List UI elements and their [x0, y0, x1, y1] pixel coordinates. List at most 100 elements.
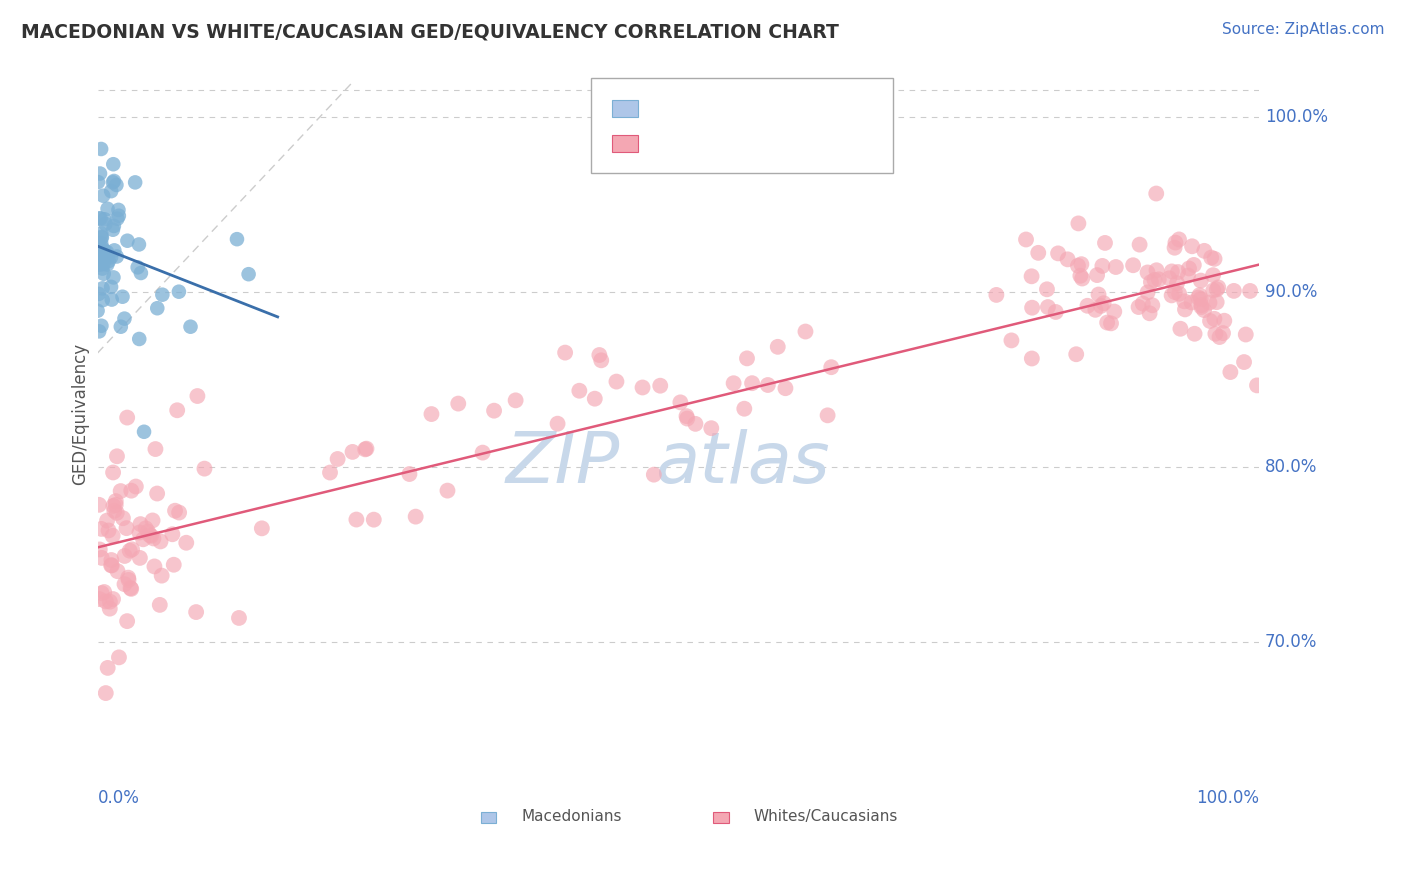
Point — [96, 249, 118, 263]
Point — [1204, 326, 1226, 341]
Point — [1036, 300, 1059, 314]
Point — [363, 513, 385, 527]
Point — [1036, 282, 1059, 296]
Point — [100, 293, 122, 307]
Point — [1092, 296, 1115, 310]
Point — [135, 521, 157, 535]
Point — [1168, 232, 1191, 246]
Text: 100.0%: 100.0% — [1265, 108, 1329, 126]
Point — [96, 202, 118, 216]
Point — [1212, 326, 1234, 340]
Point — [89, 254, 111, 268]
Y-axis label: GED/Equivalency: GED/Equivalency — [72, 343, 89, 485]
Point — [108, 209, 131, 223]
Point — [114, 549, 136, 563]
Point — [1188, 288, 1211, 302]
Point — [96, 245, 118, 260]
Point — [1208, 330, 1230, 344]
Point — [105, 450, 128, 464]
Point — [90, 522, 112, 536]
Point — [1199, 251, 1222, 265]
Point — [1090, 299, 1112, 313]
Point — [1180, 295, 1202, 310]
Point — [1192, 303, 1215, 318]
Point — [90, 230, 112, 244]
Point — [605, 375, 627, 389]
Point — [129, 266, 152, 280]
Point — [117, 571, 139, 585]
Point — [676, 411, 699, 425]
Point — [1163, 241, 1185, 255]
Point — [174, 535, 197, 549]
Point — [554, 345, 576, 359]
Point — [794, 325, 817, 339]
Point — [1202, 268, 1225, 282]
Point — [1239, 284, 1261, 298]
Point — [354, 442, 377, 457]
Text: R =: R = — [664, 99, 703, 117]
Point — [90, 236, 112, 251]
Point — [184, 605, 207, 619]
Point — [650, 378, 672, 392]
Point — [104, 498, 127, 512]
Point — [146, 301, 169, 316]
Text: 0.311: 0.311 — [716, 97, 782, 118]
Point — [1160, 288, 1182, 302]
Point — [96, 258, 118, 272]
Point — [583, 392, 606, 406]
Text: MACEDONIAN VS WHITE/CAUCASIAN GED/EQUIVALENCY CORRELATION CHART: MACEDONIAN VS WHITE/CAUCASIAN GED/EQUIVA… — [21, 22, 839, 41]
Point — [1159, 271, 1181, 285]
Point — [1085, 268, 1108, 282]
Point — [105, 211, 128, 226]
Point — [89, 258, 111, 272]
Point — [94, 686, 117, 700]
Point — [1223, 284, 1246, 298]
Point — [398, 467, 420, 481]
Point — [1204, 311, 1226, 326]
Point — [103, 499, 125, 513]
Point — [1198, 295, 1220, 310]
Point — [1184, 326, 1206, 341]
Point — [110, 319, 132, 334]
Point — [128, 332, 150, 346]
Point — [1213, 314, 1236, 328]
Point — [319, 466, 342, 480]
Point — [118, 543, 141, 558]
Text: N =: N = — [772, 134, 811, 152]
Point — [103, 504, 125, 518]
Point — [591, 353, 613, 368]
Point — [1189, 274, 1212, 288]
Point — [1122, 258, 1144, 272]
Point — [1142, 298, 1164, 312]
Point — [115, 521, 138, 535]
Point — [1026, 245, 1049, 260]
Point — [101, 558, 124, 573]
Point — [111, 511, 134, 525]
Text: 0.0%: 0.0% — [97, 789, 139, 807]
Point — [100, 280, 122, 294]
Point — [93, 585, 115, 599]
Text: atlas: atlas — [655, 429, 830, 498]
Text: 80.0%: 80.0% — [1265, 458, 1317, 475]
Point — [90, 227, 112, 241]
Point — [820, 360, 842, 375]
Point — [103, 270, 125, 285]
Point — [136, 524, 159, 539]
Point — [986, 288, 1008, 302]
Point — [1234, 327, 1257, 342]
Point — [129, 517, 152, 532]
Point — [1233, 355, 1256, 369]
Point — [179, 319, 201, 334]
Point — [1219, 365, 1241, 379]
Point — [86, 254, 108, 268]
Point — [103, 174, 125, 188]
Point — [91, 245, 114, 260]
Point — [436, 483, 458, 498]
Point — [101, 466, 124, 480]
Point — [588, 348, 610, 362]
Point — [1205, 295, 1227, 310]
Text: 0.822: 0.822 — [716, 133, 782, 153]
Point — [87, 175, 110, 189]
Point — [735, 351, 758, 366]
Point — [1132, 296, 1154, 310]
